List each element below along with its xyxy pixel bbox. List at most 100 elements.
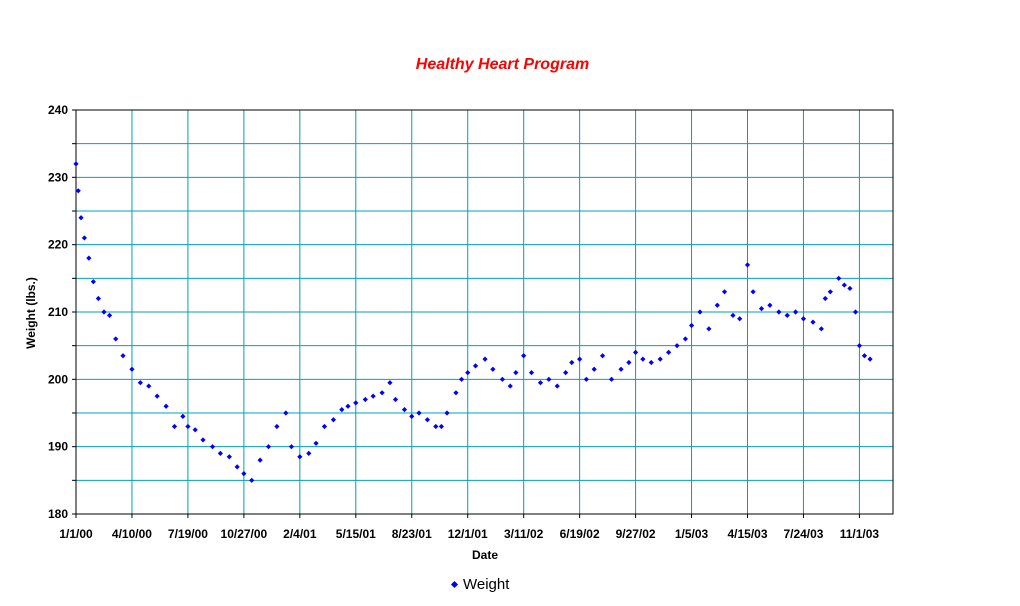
data-point [101,309,107,315]
data-point [626,359,632,366]
data-point [852,309,859,315]
data-point [776,309,782,315]
legend-marker-weight [450,580,459,589]
y-tick-label: 220 [48,238,68,252]
legend-label-weight: Weight [463,576,510,593]
data-point [458,376,465,382]
data-point [827,289,833,295]
data-point [482,356,488,362]
data-point [120,353,126,359]
data-point [856,343,863,349]
y-axis-title: Weight (lbs.) [24,277,38,349]
data-point [163,403,169,409]
data-point [744,262,751,268]
data-point [721,289,728,295]
data-point [106,312,113,318]
x-tick-label: 2/4/01 [283,527,317,541]
x-tick-label: 8/23/01 [392,527,432,541]
data-point [737,316,743,322]
data-point [416,410,422,416]
data-point [648,359,654,366]
data-point [321,423,328,430]
data-point [387,380,393,386]
data-point [392,396,399,403]
data-point [800,316,807,322]
data-point [750,289,756,295]
data-point [599,353,606,359]
data-point [706,326,712,332]
point-layer [73,161,873,483]
data-point [688,322,695,329]
y-tick-label: 210 [48,305,68,319]
data-point [409,413,415,419]
data-point [537,380,544,386]
data-point [330,417,337,423]
data-point [146,383,152,389]
data-point [697,309,703,315]
data-point [822,295,828,302]
data-point [81,235,87,241]
data-point [200,437,206,443]
data-point [632,349,639,355]
x-axis-title: Date [471,548,499,562]
x-tick-label: 7/19/00 [168,527,208,541]
data-point [554,383,560,389]
data-point [818,326,824,332]
x-tick-label: 4/10/00 [112,527,152,541]
data-point [274,423,280,430]
data-point [784,312,790,318]
data-point [95,295,101,302]
data-point [90,279,96,285]
data-point [234,464,240,470]
data-point [129,366,135,372]
legend: Weight [450,576,510,593]
y-tick-label: 200 [48,372,68,386]
chart-title: Healthy Heart Program [415,56,590,73]
data-point [847,285,853,292]
data-point [793,309,799,315]
data-point [192,427,198,433]
data-point [313,440,319,446]
data-point [306,450,312,456]
data-point [674,343,680,349]
data-point [424,417,431,423]
data-point [682,336,688,342]
data-point [444,410,450,416]
data-point [513,370,519,376]
data-point [490,366,496,372]
data-point [137,380,143,386]
data-point [370,393,376,399]
grid-layer [75,109,894,515]
x-tick-label: 7/24/03 [783,527,823,541]
data-point [810,319,816,325]
data-point [569,359,575,366]
data-point [209,444,216,450]
data-point [362,396,368,403]
data-point [401,407,408,413]
data-point [353,400,359,406]
data-point [249,477,255,483]
x-tick-label: 1/5/03 [675,527,709,541]
data-point [521,353,527,359]
x-tick-label: 10/27/00 [221,527,268,541]
data-point [283,410,289,416]
data-point [339,407,345,413]
data-point [867,356,873,362]
data-point [257,457,263,463]
data-point [563,370,569,376]
data-point [836,275,842,281]
x-tick-label: 6/19/02 [560,527,600,541]
data-point [758,306,765,312]
data-point [841,282,847,288]
data-point [472,363,479,369]
data-point [730,312,736,318]
x-tick-label: 5/15/01 [336,527,376,541]
tick-layer: 180 190 200 210 220 230 240 1/1/00 4/10/00 7/19/0… [48,103,879,541]
data-point [75,188,81,194]
x-tick-label: 11/1/03 [840,527,880,541]
data-point [226,454,232,460]
data-point [507,383,513,389]
data-point [154,393,160,399]
data-point [640,356,646,362]
